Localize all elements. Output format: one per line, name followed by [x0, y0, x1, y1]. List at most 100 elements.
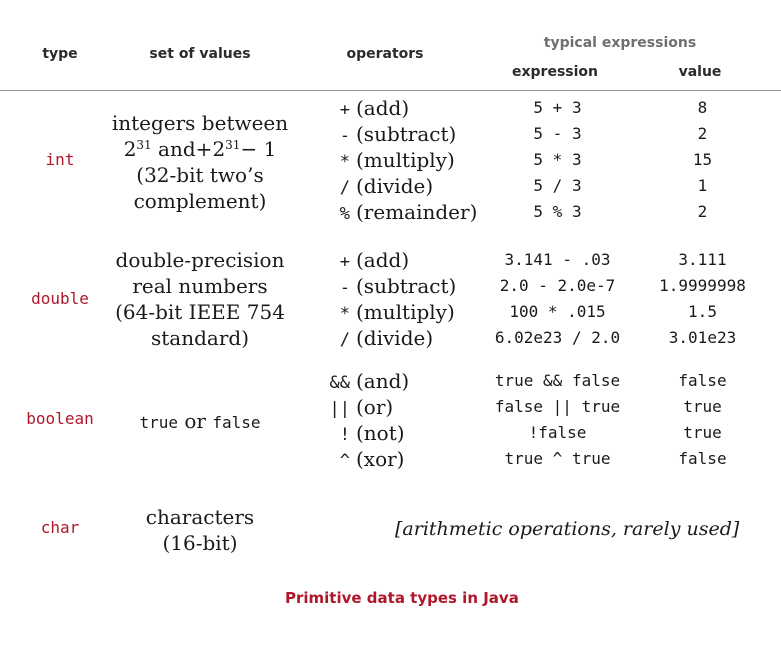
value-cell: 1.5	[688, 302, 717, 321]
type-int: int	[45, 150, 75, 169]
double-set-of-values: double-precision real numbers (64-bit IE…	[100, 247, 300, 351]
char-values-line: characters	[145, 505, 255, 529]
operator-item: * (multiply)	[320, 147, 477, 173]
header-set-of-values: set of values	[149, 46, 251, 62]
operator-desc: (add)	[356, 248, 410, 272]
operator-desc: (multiply)	[356, 148, 455, 172]
operator-item: - (subtract)	[320, 273, 457, 299]
expression-cell: false || true	[494, 397, 621, 416]
value-cell: 15	[692, 150, 713, 169]
operator-item: / (divide)	[320, 173, 477, 199]
int-operators: + (add) - (subtract) * (multiply) / (divide)…	[320, 95, 478, 225]
int-values-line1: integers between	[111, 111, 289, 135]
header-divider	[0, 90, 781, 91]
operator-item: + (add)	[320, 95, 477, 121]
type-boolean: boolean	[26, 409, 94, 428]
value-cell: true	[683, 423, 722, 442]
int-values-range: 231 and+231− 1	[100, 136, 300, 162]
operator-symbol: +	[339, 100, 350, 120]
expression-cell: true && false	[494, 371, 621, 390]
value-cell: 3.01e23	[668, 328, 737, 347]
operator-desc: (divide)	[356, 326, 434, 350]
header-expression: expression	[512, 64, 598, 80]
expression-cell: true ^ true	[504, 449, 611, 468]
expression-cell: 3.141 - .03	[504, 250, 611, 269]
char-values-line: (16-bit)	[162, 531, 238, 555]
range-tail: − 1	[240, 137, 277, 161]
operator-symbol: -	[339, 278, 350, 298]
value-cell: 1	[697, 176, 708, 195]
operator-symbol: &&	[329, 373, 350, 393]
double-operators: + (add) - (subtract) * (multiply) / (divide)	[320, 247, 457, 351]
value-cell: 3.111	[678, 250, 727, 269]
operator-item: || (or)	[320, 394, 409, 420]
boolean-true-literal: true	[139, 413, 179, 432]
header-operators: operators	[346, 46, 424, 62]
int-expressions: 5 + 3 5 - 3 5 * 3 5 / 3 5 % 3	[490, 95, 625, 225]
double-values-line: real numbers	[132, 274, 268, 298]
header-type: type	[42, 46, 78, 62]
range-exp-b: 31	[225, 138, 241, 152]
expression-cell: 2.0 - 2.0e-7	[499, 276, 616, 295]
type-double: double	[31, 289, 89, 308]
double-values-line: standard)	[151, 326, 249, 350]
expression-cell: 5 * 3	[533, 150, 582, 169]
int-values-line4: complement)	[133, 189, 267, 213]
header-typical-expressions: typical expressions	[543, 35, 697, 51]
char-set-of-values: characters (16-bit)	[100, 504, 300, 556]
double-values-line: double-precision	[115, 248, 285, 272]
operator-symbol: /	[339, 178, 350, 198]
operator-symbol: /	[339, 330, 350, 350]
value-cell: false	[678, 371, 727, 390]
operator-symbol: +	[339, 252, 350, 272]
int-set-of-values: integers between 231 and+231− 1 (32-bit …	[100, 110, 300, 214]
char-operations-note: [arithmetic operations, rarely used]	[395, 518, 740, 540]
operator-item: && (and)	[320, 368, 410, 394]
operator-item: - (subtract)	[320, 121, 477, 147]
operator-symbol: *	[339, 152, 350, 172]
operator-symbol: *	[339, 304, 350, 324]
boolean-expressions: true && false false || true !false true …	[480, 368, 635, 472]
int-values-line3: (32-bit two’s	[136, 163, 264, 187]
operator-desc: (divide)	[356, 174, 434, 198]
expression-cell: 5 / 3	[533, 176, 582, 195]
double-values-line: (64-bit IEEE 754	[115, 300, 285, 324]
operator-item: * (multiply)	[320, 299, 456, 325]
boolean-operators: && (and) || (or) ! (not) ^ (xor)	[320, 368, 410, 472]
operator-symbol: ||	[329, 399, 350, 419]
boolean-set-of-values: true or false	[100, 408, 300, 436]
operator-desc: (multiply)	[356, 300, 455, 324]
double-expressions: 3.141 - .03 2.0 - 2.0e-7 100 * .015 6.02…	[480, 247, 635, 351]
expression-cell: 100 * .015	[509, 302, 606, 321]
operator-desc: (add)	[356, 96, 410, 120]
range-base-a: 2	[123, 137, 137, 161]
header-value: value	[678, 64, 722, 80]
operator-item: / (divide)	[320, 325, 456, 351]
operator-item: % (remainder)	[320, 199, 478, 225]
boolean-values-line: true or false	[100, 408, 300, 436]
operator-item: ! (not)	[320, 420, 409, 446]
expression-cell: 5 - 3	[533, 124, 582, 143]
double-values: 3.111 1.9999998 1.5 3.01e23	[650, 247, 755, 351]
operator-item: + (add)	[320, 247, 456, 273]
boolean-or-word: or	[184, 409, 206, 433]
expression-cell: 5 + 3	[533, 98, 582, 117]
value-cell: 1.9999998	[659, 276, 746, 295]
range-base-b: 2	[212, 137, 226, 161]
operator-symbol: -	[339, 126, 350, 146]
int-values: 8 2 15 1 2	[650, 95, 755, 225]
operator-desc: (not)	[356, 421, 405, 445]
operator-desc: (and)	[356, 369, 410, 393]
operator-desc: (remainder)	[356, 200, 478, 224]
value-cell: 2	[697, 202, 708, 221]
operator-desc: (or)	[356, 395, 394, 419]
boolean-values: false true true false	[650, 368, 755, 472]
operator-desc: (subtract)	[356, 274, 457, 298]
operator-symbol: %	[339, 204, 350, 224]
type-char: char	[40, 518, 80, 537]
operator-symbol: ^	[339, 451, 350, 471]
boolean-false-literal: false	[212, 413, 261, 432]
value-cell: 2	[697, 124, 708, 143]
expression-cell: !false	[528, 423, 587, 442]
operator-item: ^ (xor)	[320, 446, 409, 472]
